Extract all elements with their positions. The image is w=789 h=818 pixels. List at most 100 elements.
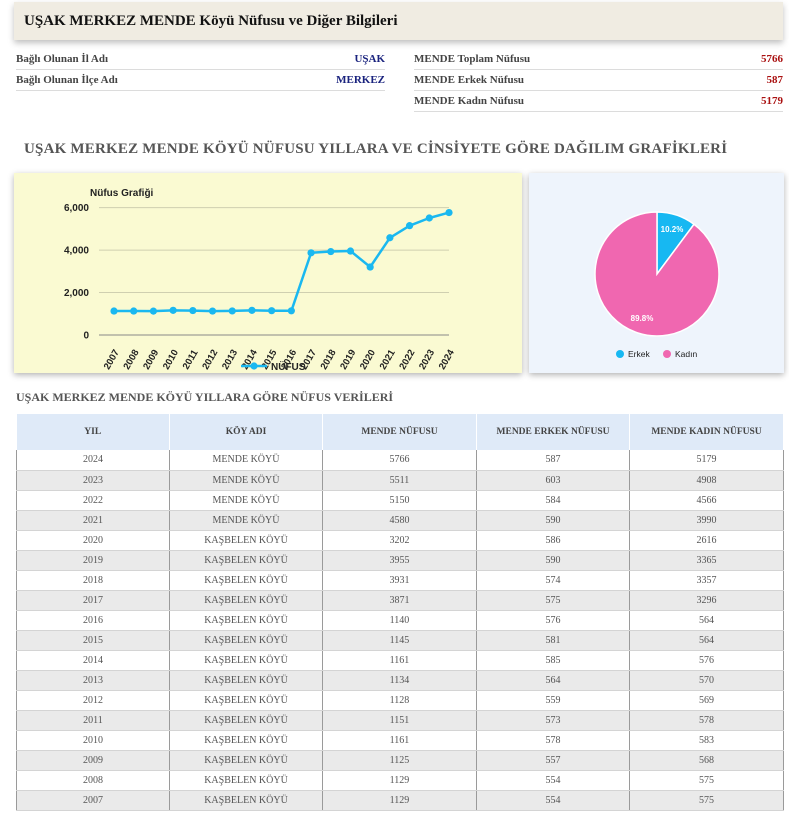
table-row: 2013 KAŞBELEN KÖYÜ 1134 564 570	[16, 670, 784, 691]
x-tick-label: 2021	[378, 347, 398, 371]
table-cell: 3202	[322, 530, 477, 551]
table-cell: 1134	[322, 670, 477, 691]
table-cell: 5179	[629, 450, 784, 471]
info-row-district: Bağlı Olunan İlçe Adı MERKEZ	[16, 70, 385, 91]
table-row: 2020 KAŞBELEN KÖYÜ 3202 586 2616	[16, 530, 784, 551]
table-cell: 564	[629, 610, 784, 631]
table-cell: 570	[629, 670, 784, 691]
x-tick-label: 2014	[240, 347, 260, 371]
table-row: 2022 MENDE KÖYÜ 5150 584 4566	[16, 490, 784, 511]
table-row: 2017 KAŞBELEN KÖYÜ 3871 575 3296	[16, 590, 784, 611]
table-cell: 2011	[16, 710, 170, 731]
info-value: MERKEZ	[336, 74, 385, 86]
y-tick-label: 0	[83, 331, 89, 342]
data-point	[228, 307, 236, 315]
table-row: 2018 KAŞBELEN KÖYÜ 3931 574 3357	[16, 570, 784, 591]
table-cell: KAŞBELEN KÖYÜ	[169, 710, 323, 731]
legend-erkek-icon	[616, 350, 624, 358]
table-cell: 578	[476, 730, 630, 751]
table-cell: KAŞBELEN KÖYÜ	[169, 770, 323, 791]
pie-slice	[594, 211, 720, 337]
table-row: 2009 KAŞBELEN KÖYÜ 1125 557 568	[16, 750, 784, 771]
table-cell: 5511	[322, 470, 477, 491]
table-cell: KAŞBELEN KÖYÜ	[169, 790, 323, 811]
y-tick-label: 4,000	[64, 246, 89, 257]
col-header-village: KÖY ADI	[169, 414, 323, 450]
data-point	[366, 263, 374, 271]
table-body: 2024 MENDE KÖYÜ 5766 587 5179 2023 MENDE KÖYÜ 5…	[16, 450, 784, 811]
info-label: Bağlı Olunan İlçe Adı	[16, 74, 118, 86]
table-cell: 586	[476, 530, 630, 551]
data-point	[425, 214, 433, 222]
data-point	[169, 306, 177, 314]
table-cell: 576	[629, 650, 784, 671]
x-tick-label: 2023	[417, 348, 437, 372]
table-row: 2011 KAŞBELEN KÖYÜ 1151 573 578	[16, 710, 784, 731]
info-label: MENDE Toplam Nüfusu	[414, 53, 531, 65]
table-cell: 3357	[629, 570, 784, 591]
table-cell: 2024	[16, 450, 170, 471]
table-cell: MENDE KÖYÜ	[169, 470, 323, 491]
x-tick-label: 2022	[397, 348, 417, 372]
x-tick-label: 2019	[338, 348, 358, 372]
table-cell: 2007	[16, 790, 170, 811]
table-row: 2023 MENDE KÖYÜ 5511 603 4908	[16, 470, 784, 491]
table-cell: 5150	[322, 490, 477, 511]
table-row: 2014 KAŞBELEN KÖYÜ 1161 585 576	[16, 650, 784, 671]
table-cell: 568	[629, 750, 784, 771]
table-cell: KAŞBELEN KÖYÜ	[169, 750, 323, 771]
table-cell: 2013	[16, 670, 170, 691]
x-tick-label: 2024	[437, 347, 457, 371]
table-cell: 3365	[629, 550, 784, 571]
table-cell: KAŞBELEN KÖYÜ	[169, 670, 323, 691]
table-cell: 1125	[322, 750, 477, 771]
info-value: 587	[766, 74, 784, 86]
table-cell: 590	[476, 510, 630, 531]
data-point	[189, 306, 197, 315]
table-row: 2008 KAŞBELEN KÖYÜ 1129 554 575	[16, 770, 784, 791]
table-cell: KAŞBELEN KÖYÜ	[169, 530, 323, 551]
page-header: UŞAK MERKEZ MENDE Köyü Nüfusu ve Diğer B…	[14, 2, 783, 40]
table-cell: 2020	[16, 530, 170, 551]
info-label: MENDE Erkek Nüfusu	[414, 74, 525, 86]
info-row-total: MENDE Toplam Nüfusu 5766	[414, 49, 783, 70]
col-header-female: MENDE KADIN NÜFUSU	[629, 414, 784, 450]
table-cell: 2017	[16, 590, 170, 611]
data-point	[130, 307, 138, 315]
table-cell: 554	[476, 770, 630, 791]
chart-title: Nüfus Grafiği	[90, 188, 154, 199]
table-cell: 578	[629, 710, 784, 731]
table-cell: KAŞBELEN KÖYÜ	[169, 650, 323, 671]
table-cell: 1129	[322, 790, 477, 811]
table-cell: 590	[476, 550, 630, 571]
table-cell: 2012	[16, 690, 170, 711]
series-line	[114, 211, 450, 313]
table-cell: 581	[476, 630, 630, 651]
table-row: 2010 KAŞBELEN KÖYÜ 1161 578 583	[16, 730, 784, 751]
table-cell: 573	[476, 710, 630, 731]
table-cell: 4580	[322, 510, 477, 531]
data-point	[307, 249, 315, 257]
table-cell: 1161	[322, 650, 477, 671]
table-cell: 585	[476, 650, 630, 671]
table-cell: 3955	[322, 550, 477, 571]
table-cell: 2019	[16, 550, 170, 571]
table-cell: 1128	[322, 690, 477, 711]
table-cell: 576	[476, 610, 630, 631]
info-right: MENDE Toplam Nüfusu 5766 MENDE Erkek Nüf…	[414, 49, 783, 112]
table-cell: 603	[476, 470, 630, 491]
table-cell: KAŞBELEN KÖYÜ	[169, 690, 323, 711]
table-cell: 1161	[322, 730, 477, 751]
info-value: 5766	[761, 53, 783, 65]
x-tick-label: 2010	[161, 348, 181, 372]
data-point	[268, 307, 276, 315]
table-cell: 559	[476, 690, 630, 711]
info-row-male: MENDE Erkek Nüfusu 587	[414, 70, 783, 91]
table-cell: 1145	[322, 630, 477, 651]
data-point	[287, 307, 295, 315]
y-tick-label: 2,000	[64, 288, 89, 299]
table-cell: 4908	[629, 470, 784, 491]
info-label: MENDE Kadın Nüfusu	[414, 95, 525, 107]
table-title: UŞAK MERKEZ MENDE KÖYÜ YILLARA GÖRE NÜFU…	[16, 390, 394, 404]
table-cell: 2023	[16, 470, 170, 491]
